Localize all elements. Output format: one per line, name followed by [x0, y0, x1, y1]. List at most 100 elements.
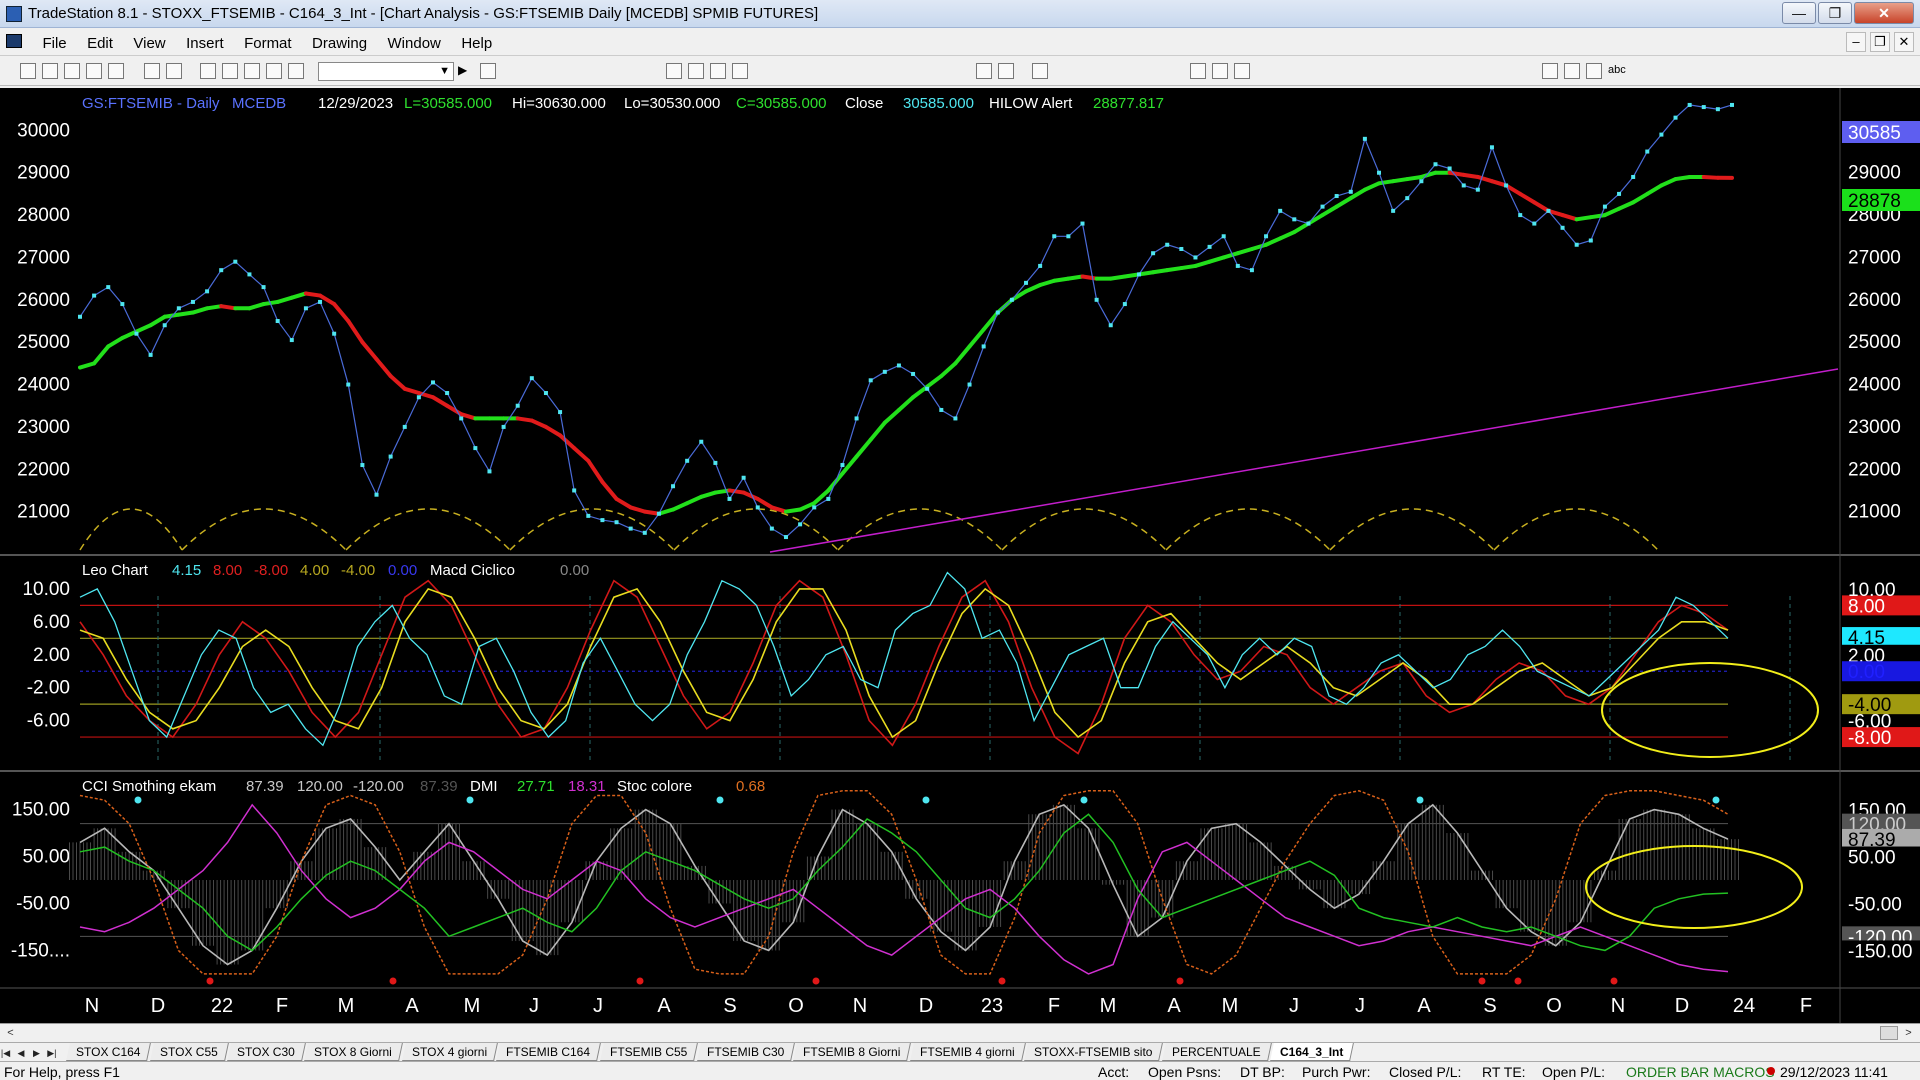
chart-close-value: 30585.000 [903, 95, 974, 112]
rectangle-icon[interactable] [1586, 63, 1602, 79]
tab-ftsemib-8-giorni[interactable]: FTSEMIB 8 Giorni [793, 1043, 912, 1061]
trendline-icon[interactable] [1190, 63, 1206, 79]
osc-v3: -8.00 [254, 562, 288, 579]
menu-view[interactable]: View [133, 35, 166, 52]
price-point [459, 416, 464, 421]
zoom-in-icon[interactable] [976, 63, 992, 79]
tab-stox-c30[interactable]: STOX C30 [227, 1043, 306, 1061]
ma-segment-up [1221, 251, 1240, 260]
format-icon[interactable] [266, 63, 282, 79]
tab-stox-4-giorni[interactable]: STOX 4 giorni [401, 1043, 498, 1061]
price-point [1673, 115, 1678, 120]
new-window-icon[interactable] [86, 63, 102, 79]
price-point [1433, 162, 1438, 167]
cci-bottom-marker [1514, 977, 1522, 985]
ma-segment-up [205, 304, 224, 311]
scroll-left-icon[interactable]: < [7, 1027, 14, 1039]
tab-stox-c164[interactable]: STOX C164 [66, 1043, 152, 1061]
save-icon[interactable] [64, 63, 80, 79]
zoom-out-icon[interactable] [998, 63, 1014, 79]
options-icon[interactable] [288, 63, 304, 79]
horizontal-line-icon[interactable] [1212, 63, 1228, 79]
osc-axis-tick-right: -6.00 [1848, 712, 1891, 733]
lock-icon[interactable] [244, 63, 260, 79]
price-point [1574, 242, 1579, 247]
osc-highlight-ellipse [1601, 662, 1819, 758]
workspace-icon[interactable] [108, 63, 124, 79]
menu-file[interactable]: File [42, 35, 67, 52]
go-icon[interactable]: ▶ [458, 63, 468, 77]
minimize-button[interactable]: — [1782, 2, 1816, 24]
print-preview-icon[interactable] [166, 63, 182, 79]
window-tile-icon[interactable] [222, 63, 238, 79]
tab-percentuale[interactable]: PERCENTUALE [1162, 1043, 1272, 1061]
scroll-thumb[interactable] [1880, 1026, 1898, 1040]
insert-symbol-icon[interactable] [480, 63, 496, 79]
menu-window[interactable]: Window [387, 35, 441, 52]
chevron-down-icon[interactable]: ▼ [439, 65, 450, 77]
menu-drawing[interactable]: Drawing [312, 35, 368, 52]
menu-help[interactable]: Help [461, 35, 493, 52]
print-icon[interactable] [144, 63, 160, 79]
tab-ftsemib-4-giorni[interactable]: FTSEMIB 4 giorni [910, 1043, 1026, 1061]
ma-segment-up [1122, 272, 1141, 279]
ma-segment-up [78, 361, 97, 370]
matrix-icon[interactable] [710, 63, 726, 79]
scroll-right-icon[interactable]: > [1905, 1027, 1912, 1039]
tab-stox-8-giorni[interactable]: STOX 8 Giorni [304, 1043, 404, 1061]
tab-last-icon[interactable]: ▶| [47, 1048, 57, 1058]
ma-segment-up [896, 395, 916, 412]
tab-prev-icon[interactable]: ◀ [17, 1048, 25, 1058]
scanner-icon[interactable] [732, 63, 748, 79]
date-axis-tick: S [723, 995, 736, 1017]
radar-icon[interactable] [688, 63, 704, 79]
fibonacci-icon[interactable] [1234, 63, 1250, 79]
date-axis-tick: J [529, 995, 539, 1017]
arrow-up-icon[interactable] [1542, 63, 1558, 79]
price-point [1447, 166, 1452, 171]
tab-ftsemib-c30[interactable]: FTSEMIB C30 [696, 1043, 795, 1061]
ma-segment-down [416, 391, 435, 400]
price-axis-tick-right: 23000 [1848, 417, 1901, 438]
tab-stox-c55[interactable]: STOX C55 [150, 1043, 229, 1061]
cycle-arc [837, 508, 1003, 551]
open-icon[interactable] [42, 63, 58, 79]
price-point [1292, 217, 1297, 222]
price-point [1730, 102, 1734, 107]
tab-first-icon[interactable]: |◀ [0, 1048, 11, 1058]
ma-segment-up [1377, 179, 1396, 186]
child-restore-button[interactable]: ❐ [1870, 32, 1890, 52]
tab-ftsemib-c164[interactable]: FTSEMIB C164 [496, 1043, 602, 1061]
window-cascade-icon[interactable] [200, 63, 216, 79]
tab-stoxx-ftsemib-sito[interactable]: STOXX-FTSEMIB sito [1024, 1043, 1164, 1061]
chart-study-label: HILOW Alert [989, 95, 1073, 112]
tab-c164-3-int[interactable]: C164_3_Int [1270, 1043, 1355, 1061]
text-icon[interactable]: abc [1608, 64, 1626, 76]
new-icon[interactable] [20, 63, 36, 79]
average-label: 28878 [1848, 191, 1901, 212]
tab-next-icon[interactable]: ▶ [32, 1048, 40, 1058]
chart-window[interactable]: 3000030000290002900028000280002700027000… [0, 88, 1920, 1023]
menu-edit[interactable]: Edit [87, 35, 113, 52]
ma-segment-down [1504, 183, 1523, 196]
tab-ftsemib-c55[interactable]: FTSEMIB C55 [599, 1043, 699, 1061]
ma-segment-down [1532, 200, 1551, 213]
maximize-button[interactable]: ❐ [1818, 2, 1852, 24]
child-minimize-button[interactable]: – [1846, 32, 1866, 52]
ellipse-icon[interactable] [1564, 63, 1580, 79]
menu-insert[interactable]: Insert [186, 35, 224, 52]
osc-v4: 4.00 [300, 562, 329, 579]
status-macros[interactable]: ORDER BAR MACROS [1626, 1064, 1775, 1080]
child-close-button[interactable]: ✕ [1894, 32, 1914, 52]
price-point [826, 496, 831, 501]
chart-canvas[interactable]: 3000030000290002900028000280002700027000… [0, 88, 1920, 1023]
cci-axis-tick: -150.... [11, 940, 70, 961]
symbol-combo[interactable]: ▼ [318, 62, 454, 81]
close-button[interactable]: ✕ [1854, 2, 1914, 24]
chart-icon[interactable] [666, 63, 682, 79]
horizontal-scrollbar[interactable]: < > [0, 1023, 1920, 1042]
price-axis-tick-right: 27000 [1848, 247, 1901, 268]
ma-segment-up [967, 327, 986, 349]
menu-format[interactable]: Format [244, 35, 292, 52]
pointer-icon[interactable] [1032, 63, 1048, 79]
